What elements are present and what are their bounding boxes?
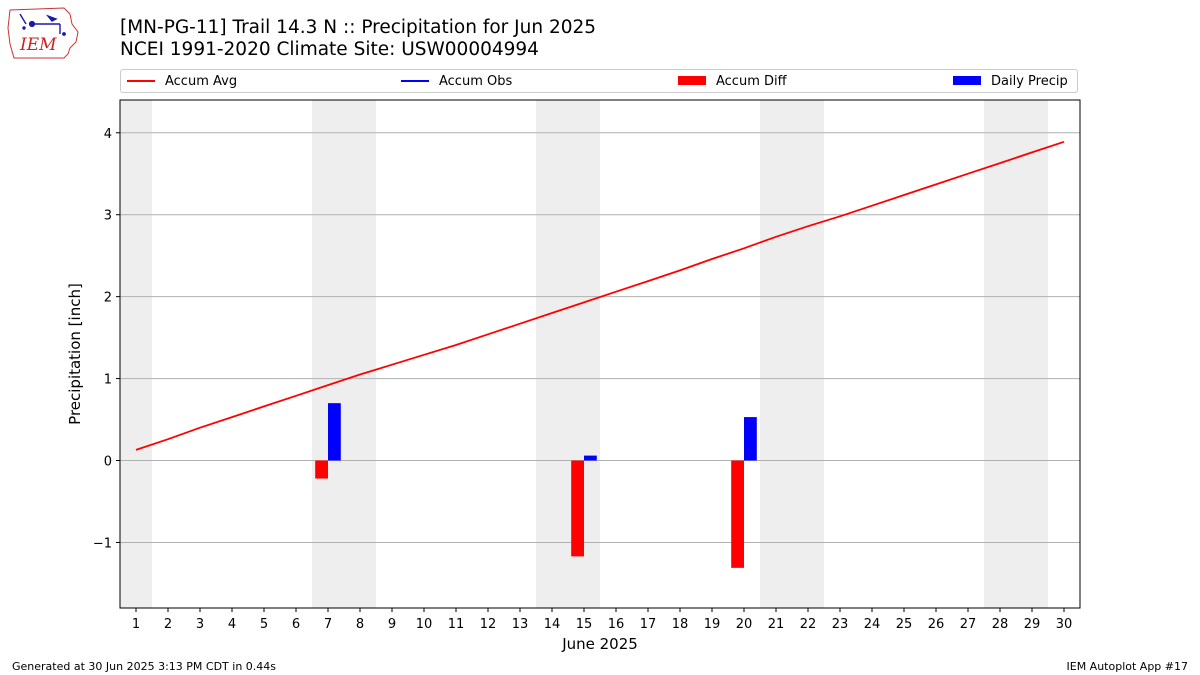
line-layer <box>135 140 1065 451</box>
y-tick-label: 0 <box>104 455 112 470</box>
legend-swatch-accum-avg <box>127 79 155 82</box>
y-tick-label: 3 <box>104 209 112 224</box>
accum-diff-bar-day-20 <box>731 460 744 568</box>
x-tick-label: 2 <box>164 617 172 632</box>
x-tick-label: 6 <box>292 617 300 632</box>
accum-diff-bar-day-7 <box>315 460 328 479</box>
legend-swatch-accum-obs <box>401 79 429 82</box>
y-tick-label: −1 <box>93 536 112 551</box>
x-tick-label: 23 <box>832 617 849 632</box>
y-axis-label: Precipitation [inch] <box>66 283 84 425</box>
y-tick-label: 1 <box>104 373 112 388</box>
x-tick-label: 16 <box>608 617 625 632</box>
x-axis-label: June 2025 <box>561 635 638 653</box>
iem-logo: IEM <box>7 7 79 59</box>
x-tick-label: 20 <box>736 617 753 632</box>
legend-label-daily-precip: Daily Precip <box>991 74 1068 89</box>
legend-label-accum-obs: Accum Obs <box>439 74 513 89</box>
x-tick-label: 7 <box>324 617 332 632</box>
legend-item-daily-precip: Daily Precip <box>953 74 1068 90</box>
x-tick-label: 22 <box>800 617 817 632</box>
grid-layer <box>120 132 1080 543</box>
x-tick-label: 10 <box>416 617 433 632</box>
y-tick-label: 2 <box>104 291 112 306</box>
x-tick-label: 26 <box>928 617 945 632</box>
weekend-shade-3 <box>536 100 600 608</box>
x-tick-label: 24 <box>864 617 881 632</box>
x-tick-label: 3 <box>196 617 204 632</box>
logo-text: IEM <box>19 35 57 55</box>
legend-label-accum-diff: Accum Diff <box>716 74 787 89</box>
weekend-shade-5 <box>984 100 1048 608</box>
generated-timestamp: Generated at 30 Jun 2025 3:13 PM CDT in … <box>12 660 277 673</box>
weekend-shade-4 <box>760 100 824 608</box>
weather-station-icon <box>19 13 66 36</box>
legend-item-accum-diff: Accum Diff <box>678 74 787 90</box>
x-tick-label: 8 <box>356 617 364 632</box>
iowa-outline-icon <box>7 7 79 59</box>
legend-label-accum-avg: Accum Avg <box>165 74 238 89</box>
chart-legend: Accum Avg Accum Obs Accum Diff Daily Pre… <box>120 69 1078 93</box>
x-tick-label: 5 <box>260 617 268 632</box>
y-axis-ticks: −1 0 1 2 3 4 <box>93 127 120 551</box>
weekend-shading-layer <box>120 100 1048 608</box>
y-tick-label: 4 <box>104 127 112 142</box>
accum-diff-bar-day-15 <box>571 460 584 557</box>
bars-layer <box>315 403 757 568</box>
daily-precip-bar-day-15 <box>584 455 597 461</box>
weekend-shade-2 <box>312 100 376 608</box>
x-tick-label: 29 <box>1024 617 1041 632</box>
x-tick-label: 30 <box>1056 617 1073 632</box>
legend-swatch-daily-precip <box>953 76 981 85</box>
x-tick-label: 9 <box>388 617 396 632</box>
x-tick-label: 13 <box>512 617 529 632</box>
x-tick-label: 25 <box>896 617 913 632</box>
daily-precip-bar-day-7 <box>328 403 341 461</box>
x-tick-label: 4 <box>228 617 236 632</box>
x-tick-label: 12 <box>480 617 497 632</box>
chart-title: [MN-PG-11] Trail 14.3 N :: Precipitation… <box>120 17 597 38</box>
legend-item-accum-obs: Accum Obs <box>401 74 512 90</box>
autoplot-app-id: IEM Autoplot App #17 <box>1066 660 1189 673</box>
x-tick-label: 27 <box>960 617 977 632</box>
legend-swatch-accum-diff <box>678 76 706 85</box>
accum-avg-line <box>135 140 1065 451</box>
plot-frame <box>119 99 1081 609</box>
chart-subtitle: NCEI 1991-2020 Climate Site: USW00004994 <box>120 39 539 60</box>
x-tick-label: 15 <box>576 617 593 632</box>
x-tick-label: 18 <box>672 617 689 632</box>
daily-precip-bar-day-20 <box>744 417 757 461</box>
x-tick-label: 21 <box>768 617 785 632</box>
x-tick-label: 14 <box>544 617 561 632</box>
x-tick-label: 28 <box>992 617 1009 632</box>
x-tick-label: 17 <box>640 617 657 632</box>
weekend-shade-1 <box>120 100 152 608</box>
x-tick-label: 11 <box>448 617 465 632</box>
x-axis-ticks: 1 2 3 4 5 6 7 8 9 10 11 12 13 14 15 16 17 18 19 20 21 22 23 24 2… <box>132 608 1072 632</box>
x-tick-label: 1 <box>132 617 140 632</box>
legend-item-accum-avg: Accum Avg <box>127 74 237 90</box>
x-tick-label: 19 <box>704 617 721 632</box>
